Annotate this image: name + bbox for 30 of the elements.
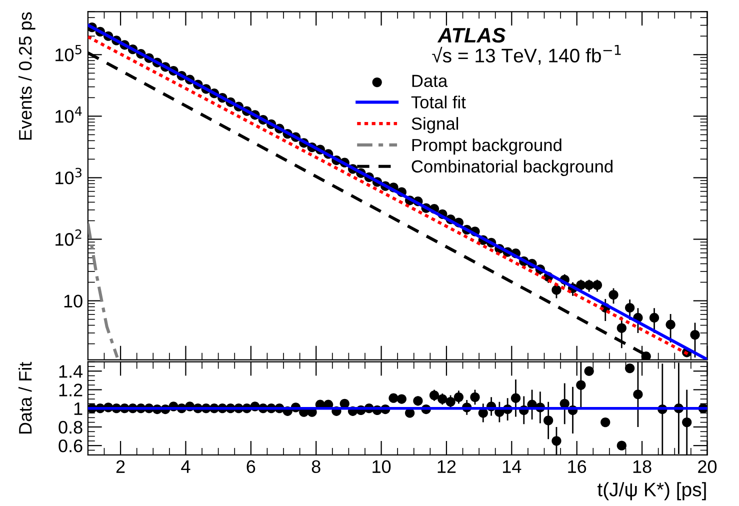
y-tick-label: 1.4: [59, 365, 83, 378]
x-tick-label: 16: [568, 460, 586, 474]
y-tick-label: 0.6: [58, 440, 82, 452]
x-tick-label: 4: [181, 460, 190, 473]
y-tick-label: 10: [64, 294, 82, 308]
legend-label: Total fit: [411, 96, 466, 108]
y-axis-title: Data / Fit: [18, 362, 32, 434]
x-tick-label: 18: [633, 460, 652, 474]
legend-label: Combinatorial background: [412, 160, 612, 176]
y-tick-label: 10$^{5}$: [56, 44, 82, 62]
y-tick-label: 1: [74, 402, 82, 415]
x-tick-label: 10: [372, 460, 391, 474]
y-tick-label: 10$^{3}$: [56, 168, 82, 184]
legend-label: Data: [412, 74, 448, 88]
y-tick-label: 10$^{4}$: [56, 106, 82, 123]
x-axis-title: t(J/ψ K*) [ps]: [598, 482, 706, 500]
x-tick-label: 8: [312, 460, 320, 474]
legend-label: Signal: [412, 117, 458, 134]
x-tick-label: 20: [698, 460, 717, 474]
legend-label: Prompt background: [412, 138, 562, 155]
annotation: ATLAS: [437, 28, 506, 43]
x-tick-label: 6: [246, 460, 256, 474]
annotation: √s = 13 TeV, 140 fb$^{−1}$: [432, 44, 621, 65]
x-tick-label: 14: [502, 460, 522, 473]
y-tick-label: 10$^{2}$: [56, 229, 82, 246]
x-tick-label: 2: [116, 460, 125, 473]
x-tick-label: 12: [438, 460, 456, 473]
y-tick-label: 0.8: [58, 420, 82, 434]
y-axis-title: Events / 0.25 ps: [18, 12, 36, 140]
y-tick-label: 1.2: [59, 384, 82, 396]
